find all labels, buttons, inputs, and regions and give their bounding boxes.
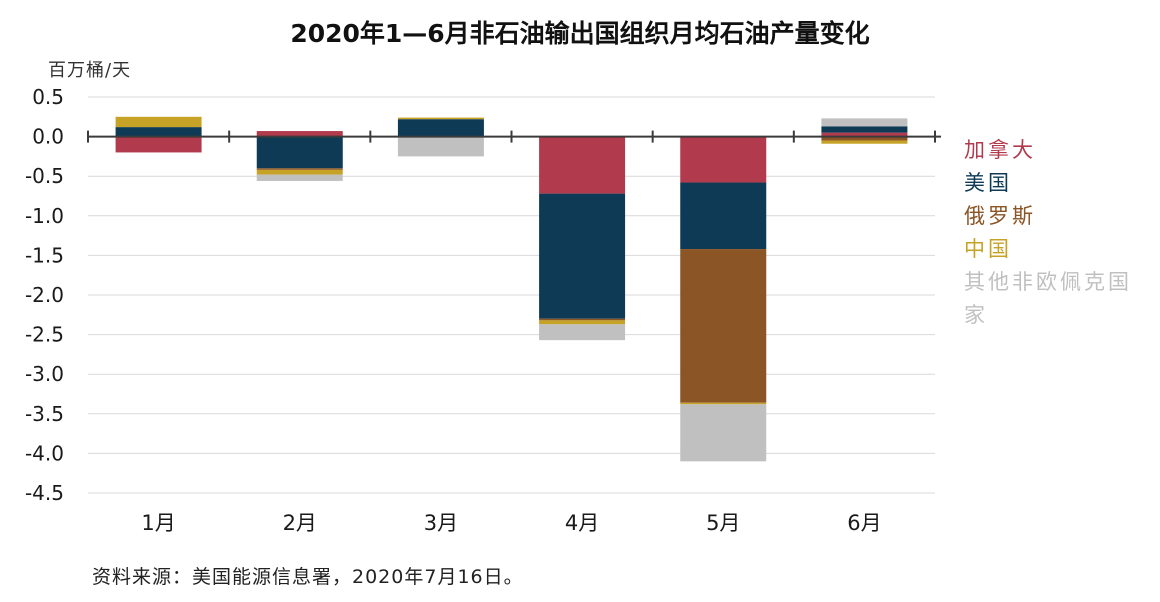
x-tick-label: 5月 (706, 511, 740, 535)
y-tick-label: -4.5 (25, 481, 64, 505)
bar-usa (821, 126, 908, 133)
y-tick-label: -2.5 (25, 323, 64, 347)
bar-canada (680, 136, 767, 183)
legend-item-usa: 美国 (964, 171, 1012, 195)
y-tick-label: 0.0 (32, 125, 64, 149)
y-tick-label: 0.5 (32, 85, 64, 109)
y-tick-label: -3.0 (25, 362, 64, 386)
bar-others (256, 174, 343, 181)
x-tick-label: 4月 (565, 511, 599, 535)
bar-usa (680, 182, 767, 250)
bar-china (539, 320, 626, 325)
bar-others (397, 136, 484, 157)
legend-item-others: 其他非欧佩克国家 (964, 270, 1132, 327)
y-tick-label: -4.0 (25, 441, 64, 465)
y-tick-label: -0.5 (25, 164, 64, 188)
y-axis-unit-label: 百万桶/天 (48, 60, 132, 81)
bar-usa (539, 193, 626, 319)
bar-usa (115, 127, 202, 137)
source-note: 资料来源：美国能源信息署，2020年7月16日。 (92, 566, 524, 588)
bar-russia (539, 318, 626, 321)
bar-russia (256, 168, 343, 170)
bar-usa (256, 136, 343, 169)
bar-russia (821, 136, 908, 141)
y-tick-label: -2.0 (25, 283, 64, 307)
bar-china (256, 169, 343, 175)
bar-china (115, 116, 202, 128)
bar-china (397, 117, 484, 120)
bar-canada (115, 136, 202, 153)
bar-others (680, 404, 767, 462)
legend-item-china: 中国 (964, 237, 1012, 261)
y-tick-label: -3.5 (25, 402, 64, 426)
bar-usa (397, 119, 484, 137)
chart-title: 2020年1—6月非石油输出国组织月均石油产量变化 (290, 19, 870, 48)
bar-china (821, 140, 908, 144)
x-tick-label: 3月 (424, 511, 458, 535)
bar-canada (256, 131, 343, 137)
bar-russia (680, 249, 767, 403)
y-tick-label: -1.0 (25, 204, 64, 228)
y-tick-label: -1.5 (25, 243, 64, 267)
bar-others (539, 324, 626, 341)
legend-item-russia: 俄罗斯 (964, 204, 1036, 228)
bar-canada (821, 132, 908, 137)
x-tick-label: 2月 (283, 511, 317, 535)
x-tick-label: 6月 (847, 511, 881, 535)
bar-canada (539, 136, 626, 194)
x-tick-label: 1月 (141, 511, 175, 535)
legend-item-canada: 加拿大 (964, 138, 1036, 162)
legend: 加拿大 美国 俄罗斯 中国 其他非欧佩克国家 (964, 134, 1154, 332)
bar-others (821, 118, 908, 127)
bar-china (680, 402, 767, 405)
